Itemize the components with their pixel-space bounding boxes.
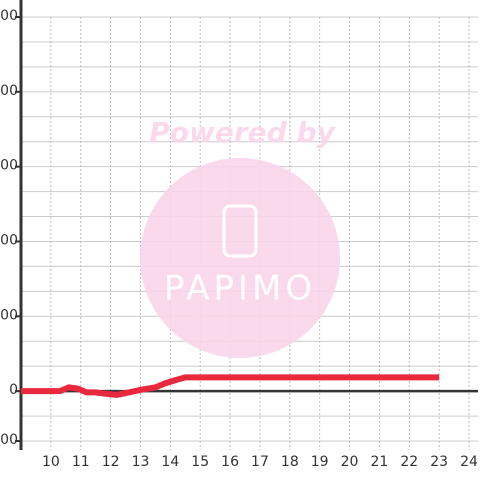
x-tick-label: 20 xyxy=(341,454,359,470)
x-tick-label: 21 xyxy=(371,454,389,470)
x-tick-label: 18 xyxy=(281,454,299,470)
x-tick-label: 16 xyxy=(221,454,239,470)
y-tick-label: 30,000 xyxy=(0,307,18,323)
line xyxy=(21,374,440,398)
x-tick-label: 10 xyxy=(42,454,60,470)
x-tick-label: 11 xyxy=(72,454,90,470)
watermark-circle xyxy=(140,158,340,358)
x-tick-label: 17 xyxy=(251,454,269,470)
x-tick-label: 22 xyxy=(400,454,418,470)
watermark-logo: PAPIMO xyxy=(164,269,316,309)
x-tick-label: 15 xyxy=(191,454,209,470)
x-tick-label: 23 xyxy=(430,454,448,470)
x-tick-label: 13 xyxy=(132,454,150,470)
watermark-icon xyxy=(222,204,258,258)
watermark-text: Powered by xyxy=(149,116,336,149)
y-tick-label: 60,000 xyxy=(0,232,18,248)
x-tick-label: 24 xyxy=(460,454,478,470)
y-tick-label: -20,000 xyxy=(0,432,18,448)
y-tick-label: 90,000 xyxy=(0,158,18,174)
watermark: Powered by PAPIMO xyxy=(140,116,340,358)
y-tick-label: 0 xyxy=(9,382,18,398)
y-tick-label: 120,000 xyxy=(0,83,18,99)
x-tick-label: 12 xyxy=(102,454,120,470)
x-tick-label: 14 xyxy=(161,454,179,470)
x-tick-label: 19 xyxy=(311,454,329,470)
y-tick-label: 150,000 xyxy=(0,8,18,24)
